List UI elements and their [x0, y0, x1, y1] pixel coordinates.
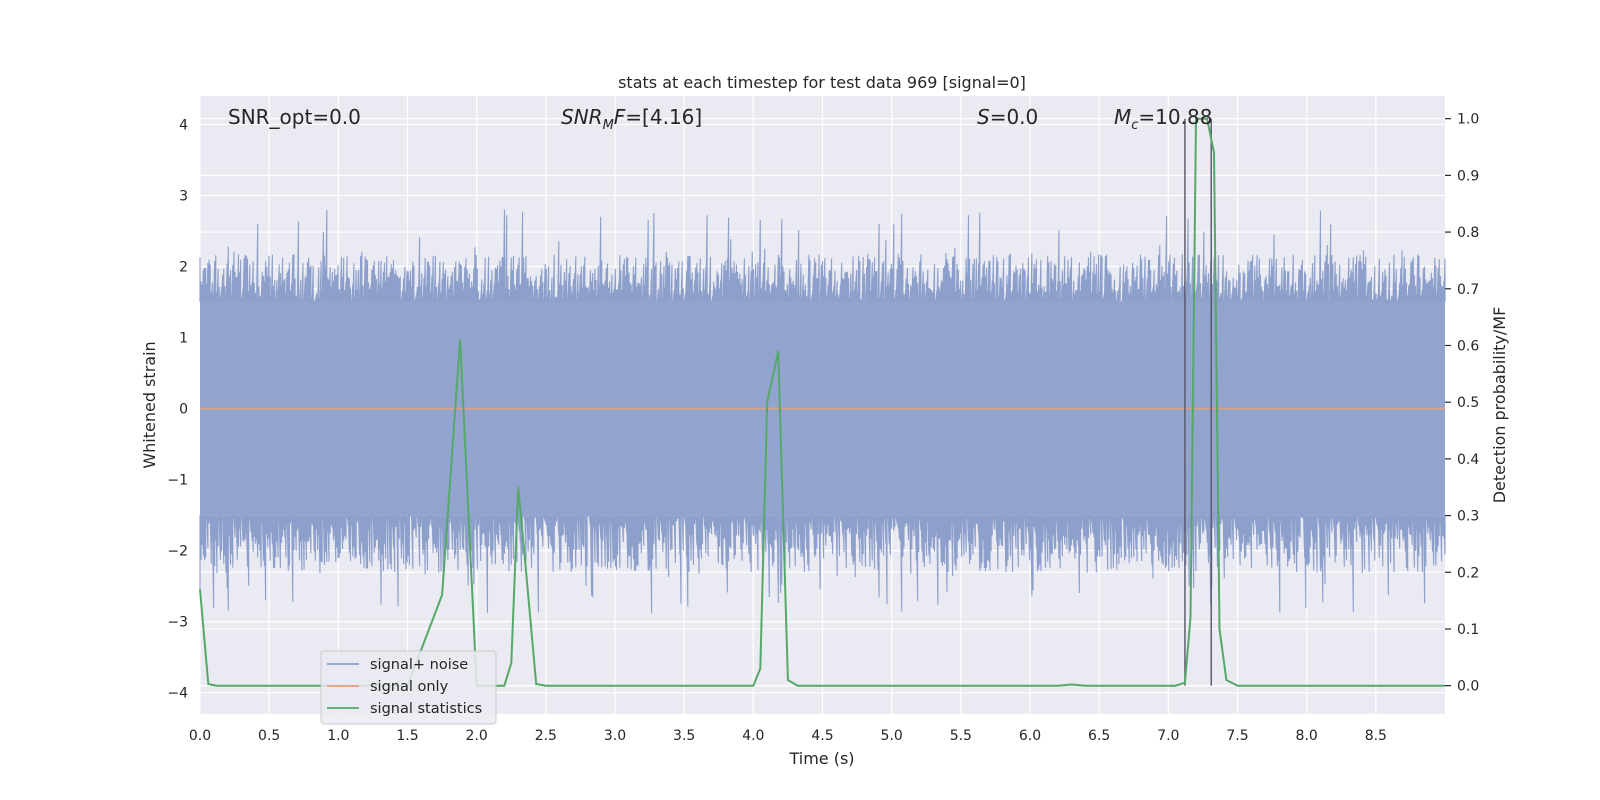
legend-label-signal-noise: signal+ noise [370, 657, 468, 673]
x-tick-label: 0.0 [189, 728, 211, 744]
noise-lower-trace [199, 513, 1446, 614]
x-tick-label: 8.5 [1365, 728, 1387, 744]
x-tick-label: 4.5 [811, 728, 833, 744]
x-tick-label: 1.0 [327, 728, 349, 744]
annotation-s: S=0.0 [977, 105, 1038, 129]
legend: signal+ noise signal only signal statist… [320, 650, 497, 725]
y-left-tick-label: 4 [179, 117, 188, 133]
vertical-markers [1184, 118, 1212, 686]
x-tick-label: 3.5 [673, 728, 695, 744]
y-right-tick-label: 0.0 [1457, 679, 1479, 695]
y-left-tick-label: −2 [167, 544, 188, 560]
y-left-axis-ticks: 4 3 2 1 0 −1 −2 −3 −4 [167, 117, 188, 701]
annotation-snr-mf-value: =[4.16] [625, 105, 702, 129]
y-left-tick-label: 3 [179, 188, 188, 204]
y-right-tick-label: 0.6 [1457, 338, 1479, 354]
y-right-axis-label: Detection probability/MF [1490, 307, 1509, 504]
y-left-tick-label: −1 [167, 473, 188, 489]
annotation-snr-opt: SNR_opt=0.0 [228, 105, 361, 129]
y-right-tick-label: 0.2 [1457, 565, 1479, 581]
y-right-tick-label: 0.5 [1457, 395, 1479, 411]
x-tick-label: 6.0 [1019, 728, 1041, 744]
x-tick-label: 0.5 [258, 728, 280, 744]
x-tick-label: 4.0 [742, 728, 764, 744]
x-tick-label: 5.5 [950, 728, 972, 744]
annotation-s-value: =0.0 [990, 105, 1039, 129]
y-right-tick-label: 0.3 [1457, 509, 1479, 525]
x-tick-label: 7.0 [1157, 728, 1179, 744]
x-tick-label: 2.0 [466, 728, 488, 744]
x-tick-label: 6.5 [1088, 728, 1110, 744]
x-tick-label: 2.5 [535, 728, 557, 744]
annotation-mc: Mc=10.88 [1114, 105, 1212, 133]
x-tick-label: 1.5 [396, 728, 418, 744]
x-tick-label: 8.0 [1296, 728, 1318, 744]
annotation-mc-value: =10.88 [1138, 105, 1212, 129]
signal-statistics-series [199, 117, 1445, 687]
y-right-tick-label: 0.7 [1457, 282, 1479, 298]
x-axis-label: Time (s) [788, 749, 854, 768]
y-right-axis-ticks: 1.0 0.9 0.8 0.7 0.6 0.5 0.4 0.3 0.2 0.1 0.0 [1445, 112, 1479, 695]
y-right-tick-label: 0.1 [1457, 622, 1479, 638]
y-left-tick-label: 2 [179, 259, 188, 275]
y-left-tick-label: −3 [167, 615, 188, 631]
x-tick-label: 5.0 [881, 728, 903, 744]
legend-label-signal-statistics: signal statistics [370, 701, 482, 717]
legend-box [320, 650, 497, 725]
y-left-tick-label: 1 [179, 331, 188, 347]
y-right-tick-label: 0.4 [1457, 452, 1479, 468]
y-right-tick-label: 0.9 [1457, 168, 1479, 184]
x-tick-label: 3.0 [604, 728, 626, 744]
y-left-tick-label: −4 [167, 686, 188, 702]
x-axis-ticks: 0.0 0.5 1.0 1.5 2.0 2.5 3.0 3.5 4.0 4.5 5.0 5.5 6.0 6… [189, 728, 1387, 744]
y-right-tick-label: 1.0 [1457, 112, 1479, 128]
chart-title: stats at each timestep for test data 969… [618, 73, 1026, 92]
y-left-axis-label: Whitened strain [140, 341, 159, 468]
x-tick-label: 7.5 [1226, 728, 1248, 744]
legend-label-signal-only: signal only [370, 679, 449, 695]
signal-statistics-line [199, 117, 1445, 687]
y-right-tick-label: 0.8 [1457, 225, 1479, 241]
annotation-snr-mf: SNRMF=[4.16] [561, 105, 702, 133]
noise-upper-trace [199, 209, 1446, 305]
y-left-tick-label: 0 [179, 402, 188, 418]
